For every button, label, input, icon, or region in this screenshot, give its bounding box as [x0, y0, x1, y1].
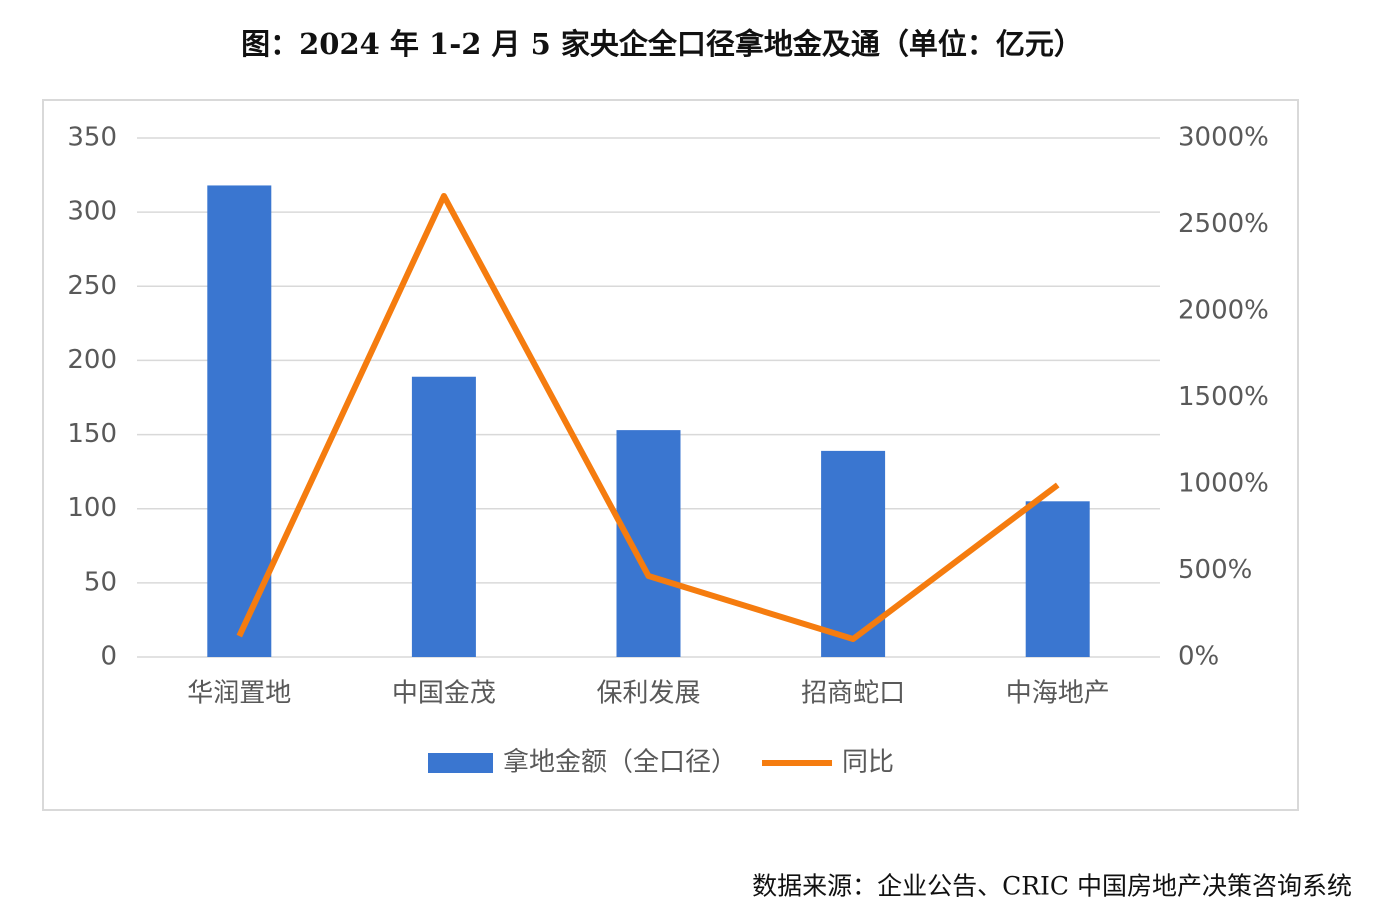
x-tick-label: 中海地产 [1006, 679, 1110, 709]
y2-tick-label: 500% [1178, 555, 1252, 585]
x-tick-label: 招商蛇口 [801, 679, 905, 709]
y-tick-label: 0 [100, 642, 117, 672]
y2-tick-label: 1000% [1178, 469, 1269, 499]
y2-tick-label: 1500% [1178, 382, 1269, 412]
y2-tick-label: 2500% [1178, 209, 1269, 239]
chart-title: 图：2024 年 1-2 月 5 家央企全口径拿地金及通（单位：亿元） [241, 27, 1083, 61]
y2-tick-label: 0% [1178, 642, 1219, 672]
bar [616, 430, 681, 657]
y-tick-label: 350 [67, 123, 117, 153]
y2-tick-label: 2000% [1178, 296, 1269, 326]
y2-tick-label: 3000% [1178, 123, 1269, 153]
y-tick-label: 150 [67, 419, 117, 449]
line [236, 192, 1060, 643]
y-tick-label: 250 [67, 271, 117, 301]
x-tick-label: 保利发展 [596, 679, 700, 709]
y-tick-label: 300 [67, 197, 117, 227]
legend-label: 同比 [842, 748, 894, 778]
chart-frame [42, 99, 1299, 811]
bar [411, 376, 476, 657]
legend-label: 拿地金额（全口径） [503, 748, 737, 778]
bar [207, 185, 272, 658]
bar [1025, 501, 1090, 657]
x-tick-label: 华润置地 [187, 679, 291, 709]
source-note: 数据来源：企业公告、CRIC 中国房地产决策咨询系统 [752, 872, 1352, 901]
bar [821, 450, 886, 657]
y-tick-label: 50 [84, 567, 117, 597]
x-tick-label: 中国金茂 [392, 679, 496, 709]
legend-swatch [428, 753, 493, 773]
y-tick-label: 200 [67, 345, 117, 375]
y-tick-label: 100 [67, 493, 117, 523]
